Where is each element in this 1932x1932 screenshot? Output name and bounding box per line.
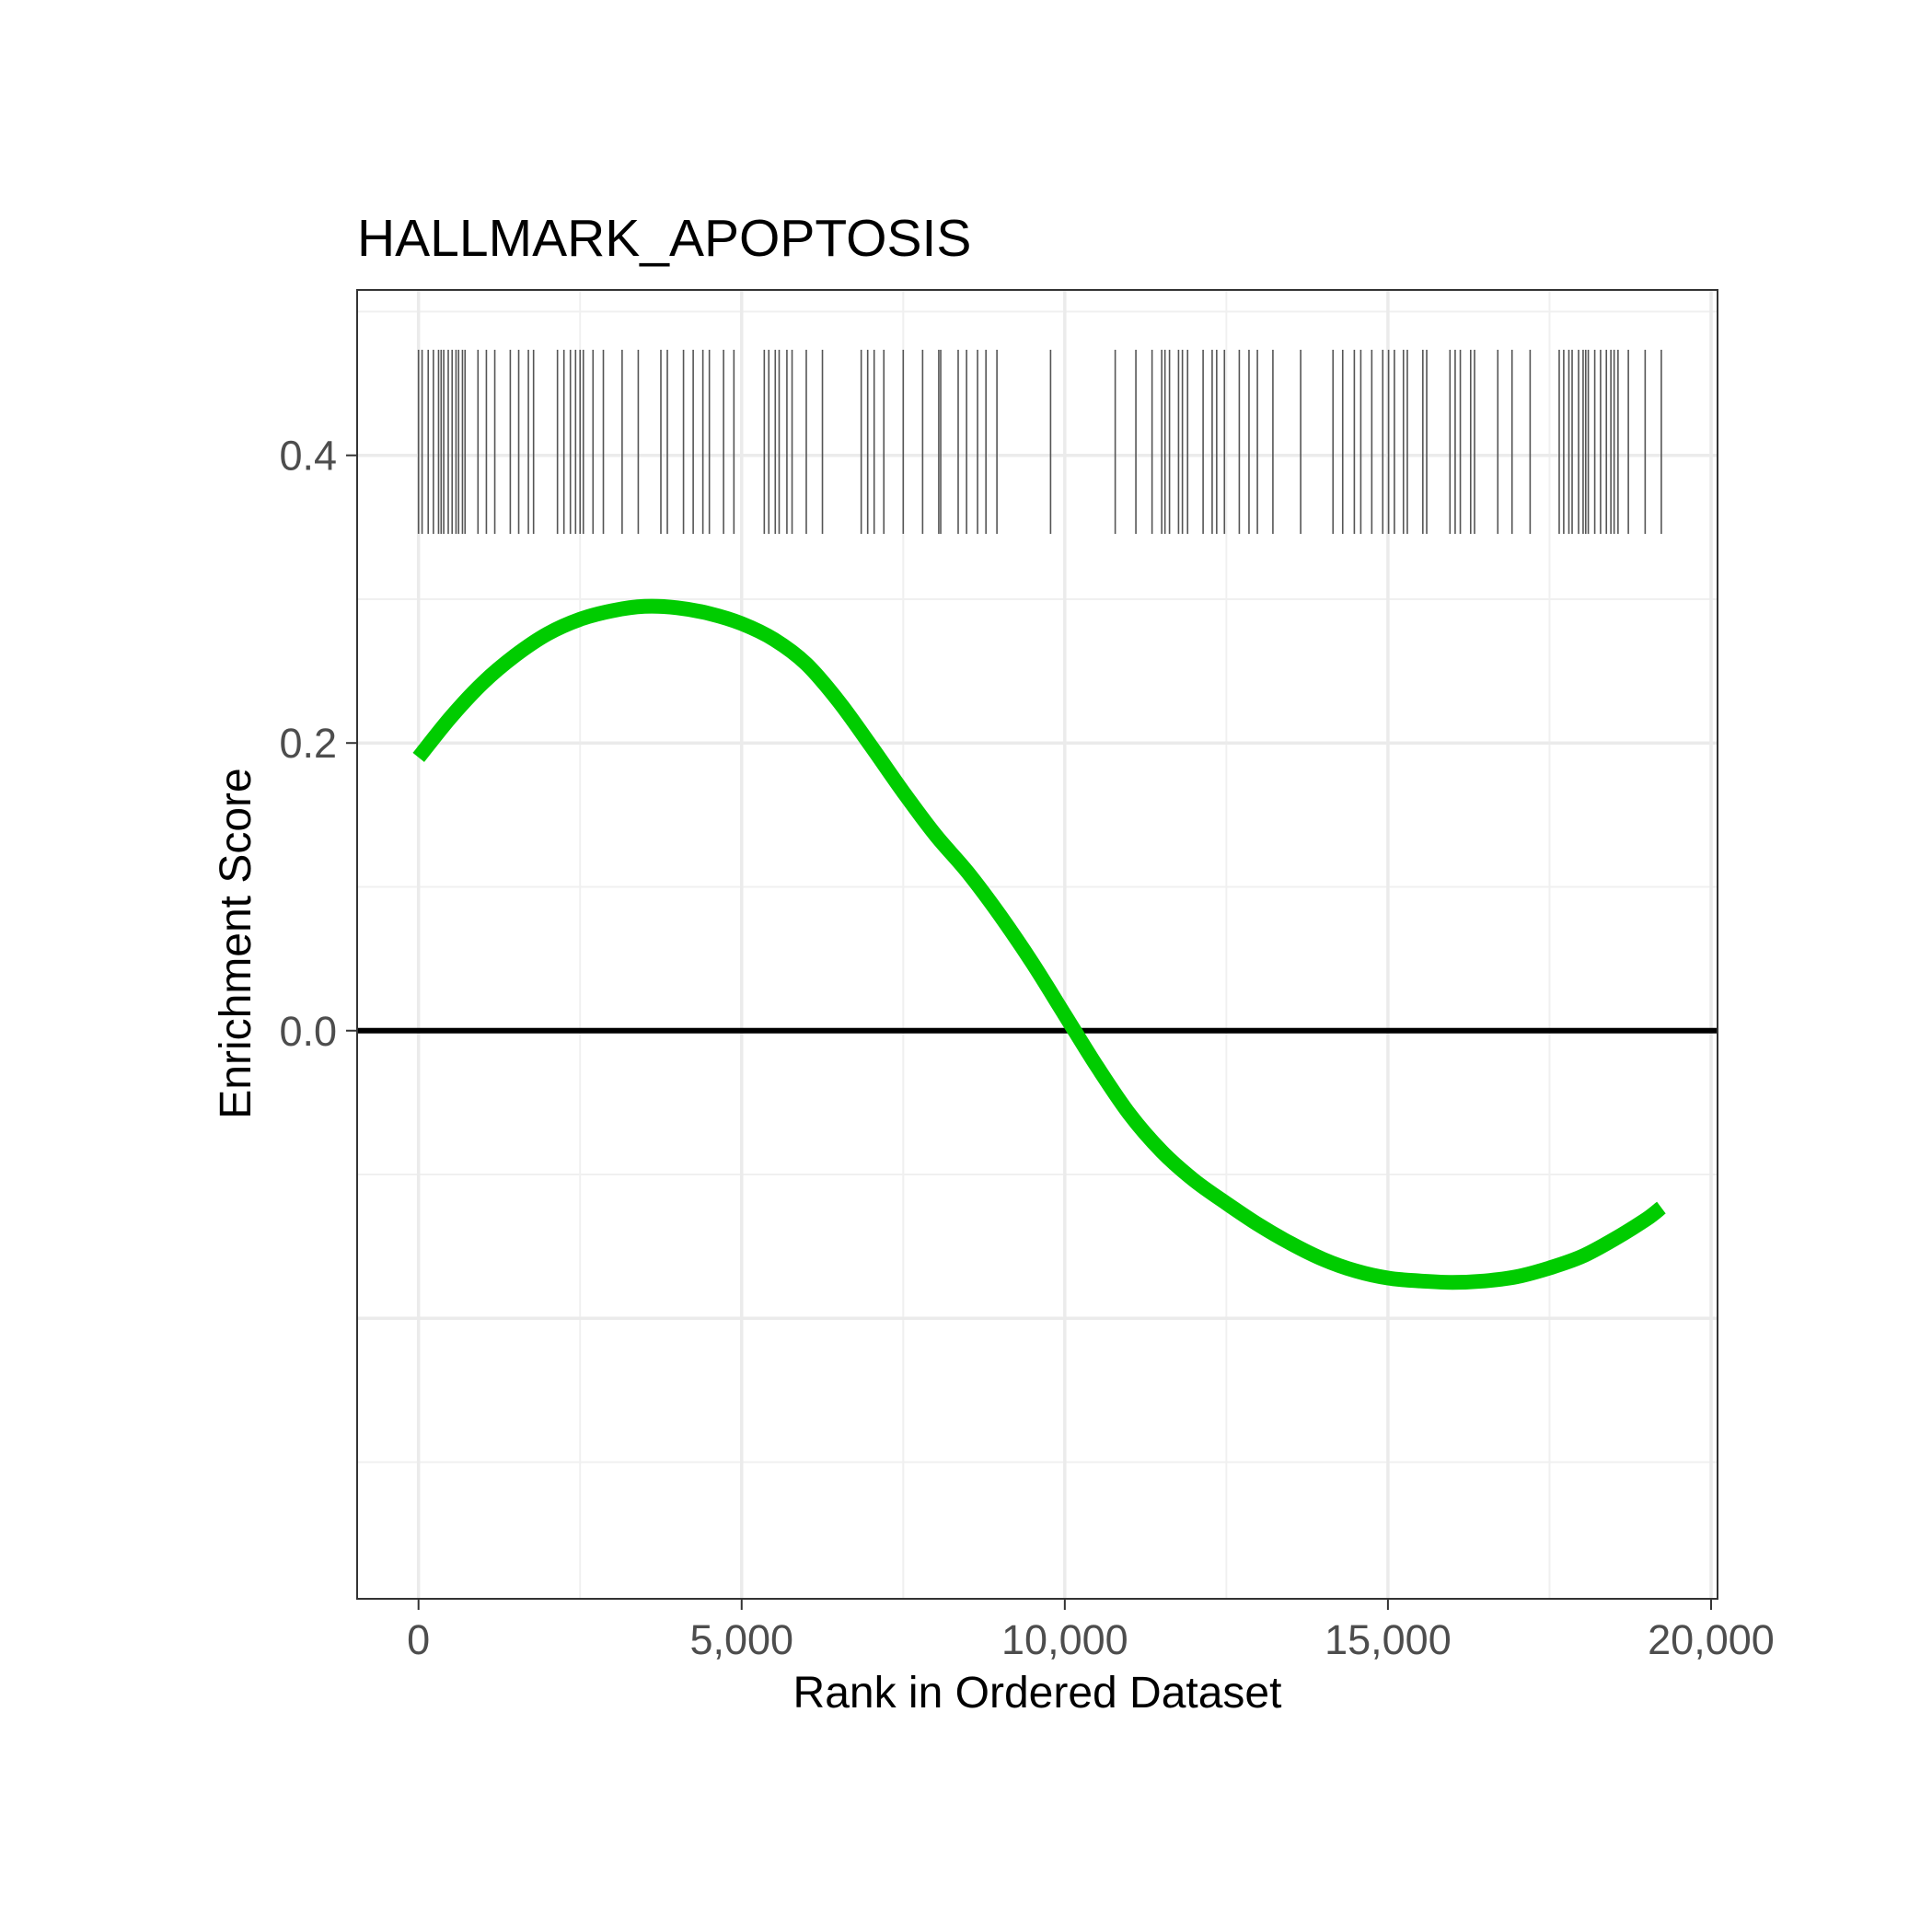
y-tick-label: 0.4 xyxy=(279,433,337,480)
y-tick-label: 0.0 xyxy=(279,1008,337,1055)
x-axis: 0 5,000 10,000 15,000 20,000 xyxy=(407,1599,1775,1663)
x-tick-label: 20,000 xyxy=(1648,1616,1775,1663)
x-axis-title: Rank in Ordered Dataset xyxy=(793,1669,1282,1718)
chart-title: HALLMARK_APOPTOSIS xyxy=(357,209,971,268)
gene-hit-ticks xyxy=(417,350,1662,534)
x-tick-label: 10,000 xyxy=(1001,1616,1128,1663)
enrichment-score-curve xyxy=(412,598,1666,1290)
x-tick-label: 5,000 xyxy=(689,1616,793,1663)
x-tick-label: 15,000 xyxy=(1325,1616,1452,1663)
x-tick-label: 0 xyxy=(407,1616,430,1663)
panel-border xyxy=(356,289,1718,1600)
y-tick-label: 0.2 xyxy=(279,720,337,767)
y-axis: 0.0 0.2 0.4 xyxy=(279,433,357,1055)
y-axis-title: Enrichment Score xyxy=(212,768,260,1119)
